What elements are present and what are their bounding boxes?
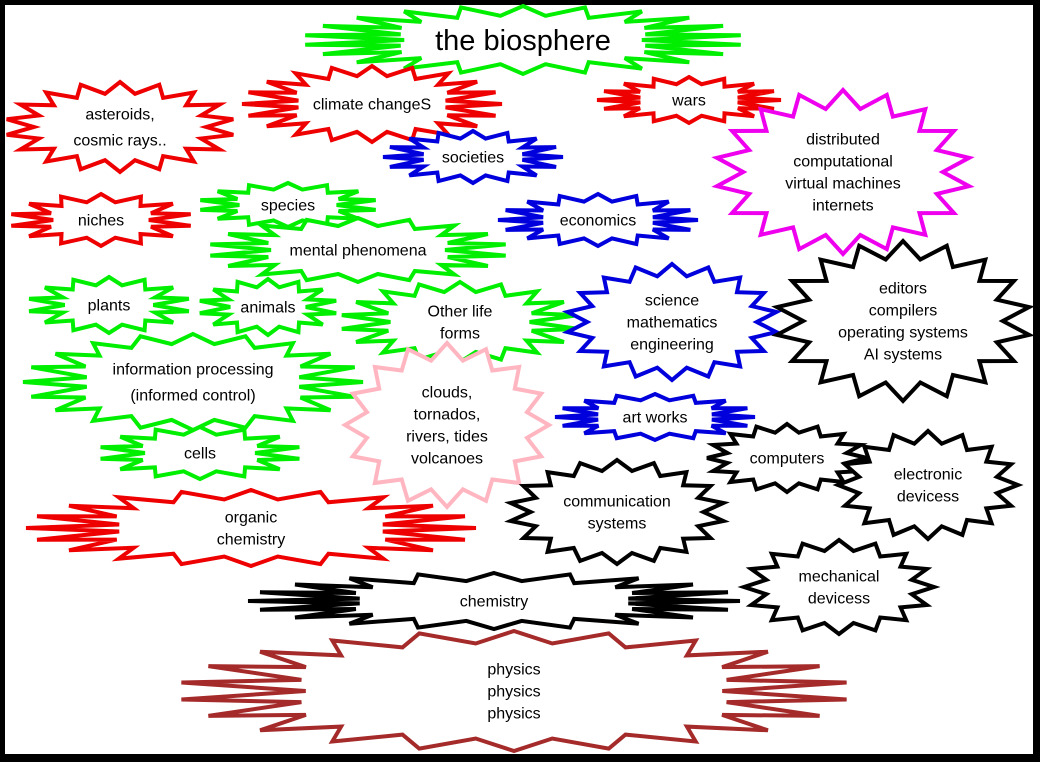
node-economics-label: economics bbox=[560, 213, 636, 230]
starburst-shapes bbox=[6, 3, 1035, 754]
node-clouds-tornados-rivers-line: volcanoes bbox=[411, 451, 483, 468]
node-organic-chemistry-label: organic chemistry bbox=[217, 510, 285, 549]
node-mechanical-devicess-line: devicess bbox=[808, 591, 870, 608]
node-other-life-forms-line: Other life bbox=[428, 304, 493, 321]
node-cells-burst bbox=[100, 424, 300, 482]
node-societies-label: societies bbox=[442, 150, 504, 167]
node-information-processing-line: information processing bbox=[113, 362, 274, 379]
node-mental-phenomena-line: mental phenomena bbox=[290, 243, 427, 260]
node-mechanical-devicess-line: mechanical bbox=[799, 569, 880, 586]
node-chemistry-label: chemistry bbox=[460, 594, 528, 611]
node-computers-burst bbox=[706, 421, 868, 495]
node-wars-line: wars bbox=[671, 93, 706, 110]
node-species-label: species bbox=[261, 198, 315, 215]
node-editors-compilers-operating-systems-line: AI systems bbox=[864, 347, 942, 364]
node-plants-label: plants bbox=[88, 298, 131, 315]
node-computers-label: computers bbox=[750, 451, 825, 468]
node-physics-line: physics bbox=[487, 684, 540, 701]
node-asteroids-cosmic-rays-line: asteroids, bbox=[85, 107, 154, 124]
node-science-mathematics-engineering-line: engineering bbox=[630, 337, 714, 354]
node-plants-line: plants bbox=[88, 298, 131, 315]
node-the-biosphere-label: the biosphere bbox=[435, 25, 611, 57]
node-wars-label: wars bbox=[671, 93, 706, 110]
node-societies-burst bbox=[382, 128, 564, 186]
node-physics-label: physics physics physics bbox=[487, 662, 540, 723]
node-communication-systems-burst bbox=[504, 457, 730, 567]
node-editors-compilers-operating-systems-line: operating systems bbox=[838, 325, 968, 342]
node-mechanical-devicess-burst bbox=[737, 537, 941, 637]
node-clouds-tornados-rivers-label: clouds, tornados, rivers, tides volcanoes bbox=[406, 385, 488, 468]
node-niches-label: niches bbox=[78, 213, 124, 230]
node-organic-chemistry-burst bbox=[25, 487, 477, 569]
node-information-processing-label: information processing (informed control) bbox=[113, 362, 274, 405]
node-editors-compilers-operating-systems-line: editors bbox=[879, 281, 927, 298]
node-asteroids-cosmic-rays-label: asteroids, cosmic rays.. bbox=[73, 107, 166, 150]
node-climate-changes-label: climate changeS bbox=[313, 97, 431, 114]
node-economics-burst bbox=[497, 191, 699, 249]
node-distributed-computational-virtual-machines-label: distributed computational virtual machines… bbox=[785, 132, 901, 215]
node-clouds-tornados-rivers-burst bbox=[341, 340, 553, 510]
node-other-life-forms-line: forms bbox=[440, 326, 480, 343]
node-societies-line: societies bbox=[442, 150, 504, 167]
node-computers-line: computers bbox=[750, 451, 825, 468]
node-science-mathematics-engineering-line: science bbox=[645, 293, 699, 310]
node-physics-line: physics bbox=[487, 706, 540, 723]
node-editors-compilers-operating-systems-label: editors compilers operating systems AI syst… bbox=[838, 281, 968, 364]
node-species-line: species bbox=[261, 198, 315, 215]
node-plants-burst bbox=[28, 274, 190, 336]
node-climate-changes-burst bbox=[241, 63, 503, 145]
node-communication-systems-line: communication bbox=[563, 494, 671, 511]
node-electronic-devicess-label: electronic devicess bbox=[894, 467, 962, 506]
node-economics-line: economics bbox=[560, 213, 636, 230]
node-clouds-tornados-rivers-line: clouds, bbox=[422, 385, 473, 402]
node-art-works-burst bbox=[554, 391, 756, 443]
node-physics-line: physics bbox=[487, 662, 540, 679]
starburst-labels: the biosphere asteroids, cosmic rays.. clim… bbox=[73, 25, 968, 723]
node-distributed-computational-virtual-machines-line: computational bbox=[793, 154, 893, 171]
node-organic-chemistry-line: chemistry bbox=[217, 532, 285, 549]
node-animals-line: animals bbox=[240, 300, 295, 317]
node-other-life-forms-label: Other life forms bbox=[428, 304, 493, 343]
node-cells-label: cells bbox=[184, 446, 216, 463]
node-physics-burst bbox=[181, 628, 847, 754]
node-climate-changes-line: climate changeS bbox=[313, 97, 431, 114]
node-asteroids-cosmic-rays-line: cosmic rays.. bbox=[73, 133, 166, 150]
node-art-works-line: art works bbox=[623, 410, 688, 427]
node-chemistry-line: chemistry bbox=[460, 594, 528, 611]
node-communication-systems-line: systems bbox=[588, 516, 647, 533]
node-wars-burst bbox=[596, 74, 782, 126]
node-animals-burst bbox=[199, 276, 337, 338]
node-mechanical-devicess-label: mechanical devicess bbox=[799, 569, 880, 608]
node-mental-phenomena-label: mental phenomena bbox=[290, 243, 427, 260]
node-science-mathematics-engineering-burst bbox=[561, 261, 783, 383]
node-cells-line: cells bbox=[184, 446, 216, 463]
node-animals-label: animals bbox=[240, 300, 295, 317]
node-distributed-computational-virtual-machines-burst bbox=[711, 87, 975, 257]
node-clouds-tornados-rivers-line: tornados, bbox=[414, 407, 481, 424]
node-niches-line: niches bbox=[78, 213, 124, 230]
node-distributed-computational-virtual-machines-line: virtual machines bbox=[785, 176, 901, 193]
node-asteroids-cosmic-rays-burst bbox=[6, 79, 234, 175]
node-electronic-devicess-line: electronic bbox=[894, 467, 962, 484]
node-electronic-devicess-line: devicess bbox=[897, 489, 959, 506]
node-science-mathematics-engineering-label: science mathematics engineering bbox=[627, 293, 718, 354]
node-clouds-tornados-rivers-line: rivers, tides bbox=[406, 429, 488, 446]
node-the-biosphere-line: the biosphere bbox=[435, 25, 611, 57]
node-organic-chemistry-line: organic bbox=[225, 510, 277, 527]
node-niches-burst bbox=[11, 191, 191, 249]
node-mental-phenomena-burst bbox=[210, 215, 506, 285]
node-editors-compilers-operating-systems-burst bbox=[771, 238, 1035, 404]
node-communication-systems-label: communication systems bbox=[563, 494, 671, 533]
node-the-biosphere-burst bbox=[305, 3, 741, 77]
node-editors-compilers-operating-systems-line: compilers bbox=[869, 303, 937, 320]
node-distributed-computational-virtual-machines-line: distributed bbox=[806, 132, 880, 149]
node-science-mathematics-engineering-line: mathematics bbox=[627, 315, 718, 332]
node-distributed-computational-virtual-machines-line: internets bbox=[812, 198, 873, 215]
node-art-works-label: art works bbox=[623, 410, 688, 427]
node-chemistry-burst bbox=[247, 570, 741, 632]
node-electronic-devicess-burst bbox=[832, 428, 1024, 542]
node-information-processing-line: (informed control) bbox=[130, 388, 255, 405]
